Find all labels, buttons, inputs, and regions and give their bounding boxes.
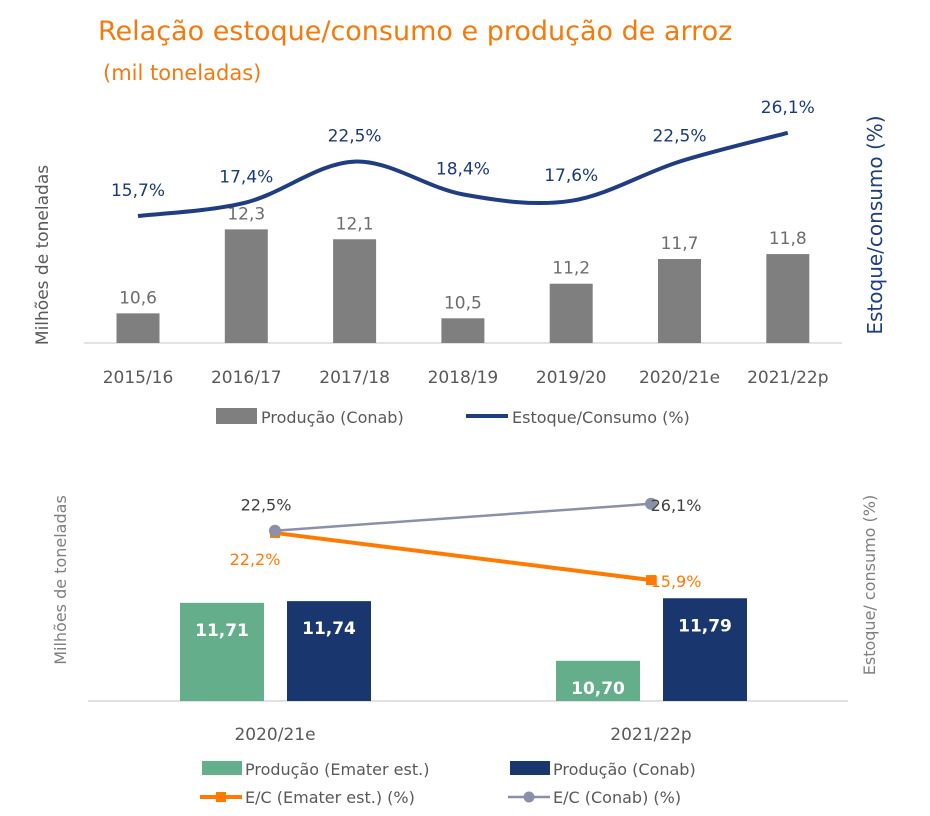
x-tick-label: 2019/20 [536, 368, 607, 388]
chart-title: Relação estoque/consumo e produção de ar… [98, 16, 732, 47]
x-tick-label: 2020/21e [234, 725, 315, 745]
bar-producao-conab [224, 229, 268, 343]
bar-producao-conab [441, 318, 485, 343]
bar-producao-conab [549, 283, 593, 343]
bar-data-label: 11,2 [552, 259, 590, 279]
x-tick-label: 2017/18 [319, 368, 390, 388]
chart-subtitle: (mil toneladas) [103, 61, 261, 85]
legend-label: Produção (Conab) [553, 760, 696, 779]
top-y-axis-label: Milhões de toneladas [33, 165, 53, 345]
bar-data-label: 11,8 [769, 229, 807, 249]
bar-producao-conab [116, 313, 160, 343]
bar-producao-emater [556, 660, 640, 701]
bar-data-label: 11,71 [195, 621, 249, 641]
legend-label: E/C (Conab) (%) [553, 788, 681, 807]
bottom-chart: Milhões de toneladas Estoque/ consumo (%… [51, 495, 879, 807]
marker-ec-conab [645, 497, 657, 510]
bar-data-label: 11,7 [661, 234, 699, 254]
x-tick-label: 2021/22p [610, 725, 691, 745]
x-tick-label: 2021/22p [747, 368, 828, 388]
x-tick-label: 2020/21e [639, 368, 720, 388]
marker-ec-emater [646, 575, 656, 586]
bottom-y2-axis-label: Estoque/ consumo (%) [860, 495, 879, 675]
top-legend: Produção (Conab) Estoque/Consumo (%) [216, 408, 690, 427]
line-data-label: 22,5% [241, 496, 292, 515]
x-tick-label: 2018/19 [428, 368, 499, 388]
bar-producao-conab [766, 254, 810, 343]
legend-swatch-producao-conab [510, 761, 550, 775]
x-tick-label: 2015/16 [103, 368, 174, 388]
legend-label: Produção (Emater est.) [245, 760, 429, 779]
line-ec-conab [274, 502, 652, 532]
line-data-label: 22,5% [328, 127, 382, 147]
bar-producao-conab [287, 601, 371, 701]
bar-data-label: 10,70 [571, 679, 625, 699]
bar-producao-conab [658, 259, 701, 343]
legend-marker-circle [523, 791, 535, 803]
bar-data-label: 12,1 [336, 214, 374, 234]
bar-data-label: 11,74 [302, 619, 356, 639]
bar-producao-conab [333, 239, 377, 343]
top-y2-axis-label: Estoque/consumo (%) [863, 115, 887, 334]
line-estoque-consumo [137, 130, 789, 218]
line-data-label: 22,5% [652, 127, 706, 147]
bar-producao-conab [663, 598, 747, 701]
line-data-label: 17,4% [219, 167, 273, 187]
bar-data-label: 11,79 [678, 616, 732, 636]
line-data-label: 15,7% [111, 181, 165, 201]
bar-data-label: 12,3 [227, 204, 265, 224]
legend-label: E/C (Emater est.) (%) [245, 788, 415, 807]
x-tick-label: 2016/17 [211, 368, 282, 388]
line-data-label: 15,9% [651, 572, 702, 591]
bottom-y-axis-label: Milhões de toneladas [51, 495, 70, 665]
line-data-label: 26,1% [761, 98, 815, 118]
line-data-label: 18,4% [436, 159, 490, 179]
bar-producao-emater [180, 602, 264, 701]
bottom-legend: Produção (Emater est.) Produção (Conab) … [200, 760, 696, 807]
bar-data-label: 10,5 [444, 293, 482, 313]
line-data-label: 26,1% [651, 496, 702, 515]
legend-swatch-producao-conab [216, 408, 257, 424]
legend-label: Estoque/Consumo (%) [512, 408, 690, 427]
line-data-label: 22,2% [230, 550, 281, 569]
bar-data-label: 10,6 [119, 288, 157, 308]
marker-ec-conab [269, 524, 281, 537]
legend-swatch-producao-emater [202, 761, 242, 775]
legend-marker-square [216, 792, 226, 802]
legend-label: Produção (Conab) [261, 408, 404, 427]
line-ec-emater [274, 530, 652, 583]
top-chart: Milhões de toneladas Estoque/consumo (%)… [33, 98, 887, 427]
line-data-label: 17,6% [544, 166, 598, 186]
